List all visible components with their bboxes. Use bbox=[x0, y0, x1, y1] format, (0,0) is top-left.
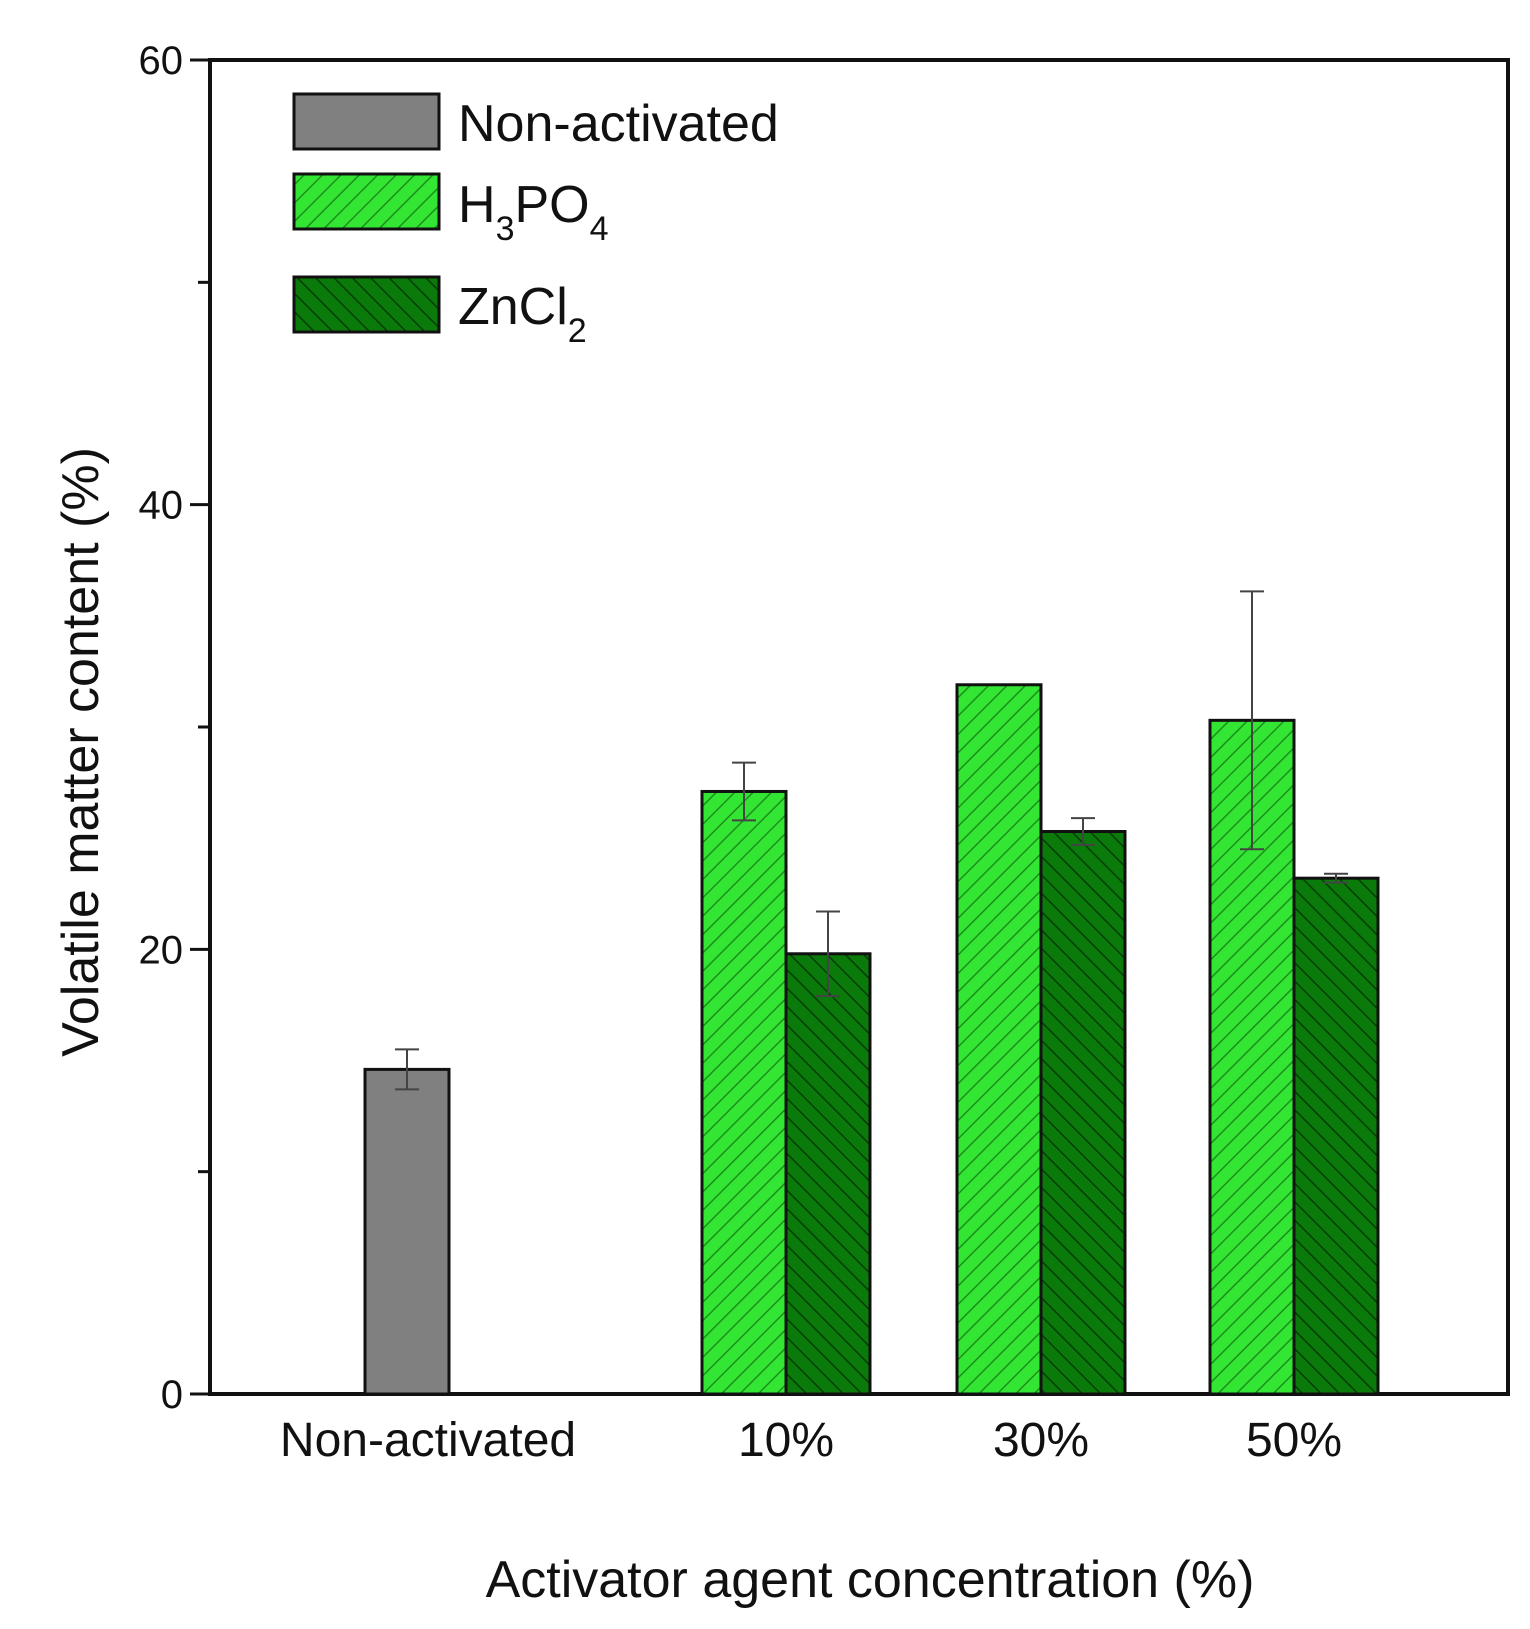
error-bar-non-activated-non-activated bbox=[395, 1048, 419, 1091]
legend-label-h3po4: H3PO4 bbox=[458, 176, 609, 248]
bar-zncl2-50pct bbox=[1292, 876, 1380, 1396]
y-tick-label-0: 0 bbox=[161, 1373, 183, 1417]
bar-h3po4-10pct bbox=[700, 789, 788, 1396]
bars-group bbox=[363, 683, 1380, 1396]
x-tick-label-non-activated: Non-activated bbox=[280, 1414, 576, 1467]
x-tick-label-30pct: 30% bbox=[993, 1414, 1089, 1467]
legend-swatch-h3po4 bbox=[292, 172, 441, 231]
y-axis: 0 20 40 60 bbox=[139, 39, 210, 1417]
x-tick-label-10pct: 10% bbox=[738, 1414, 834, 1467]
y-tick-label-20: 20 bbox=[139, 928, 184, 972]
y-tick-label-60: 60 bbox=[139, 39, 184, 83]
y-tick-label-40: 40 bbox=[139, 484, 184, 528]
error-bar-zncl2-10pct bbox=[816, 910, 840, 998]
error-bar-zncl2-30pct bbox=[1071, 817, 1095, 846]
x-tick-label-50pct: 50% bbox=[1246, 1414, 1342, 1467]
error-bar-h3po4-50pct bbox=[1240, 590, 1264, 851]
legend-swatch-zncl2 bbox=[292, 275, 441, 334]
legend-swatch-non-activated bbox=[292, 92, 441, 151]
legend-label-zncl2: ZnCl2 bbox=[458, 278, 587, 350]
bar-h3po4-30pct bbox=[955, 683, 1043, 1396]
legend: Non-activated H3PO4 ZnCl2 bbox=[292, 92, 779, 350]
x-axis-title: Activator agent concentration (%) bbox=[486, 1551, 1255, 1609]
error-bars-group bbox=[395, 590, 1348, 1091]
error-bar-h3po4-10pct bbox=[732, 761, 756, 822]
error-bar-zncl2-50pct bbox=[1324, 872, 1348, 884]
bar-zncl2-30pct bbox=[1039, 829, 1127, 1396]
x-axis: Non-activated 10% 30% 50% bbox=[280, 1414, 1342, 1467]
legend-label-non-activated: Non-activated bbox=[458, 95, 779, 153]
bar-non-activated-non-activated bbox=[363, 1067, 451, 1396]
y-axis-title: Volatile matter content (%) bbox=[52, 447, 110, 1057]
bar-zncl2-10pct bbox=[784, 952, 872, 1396]
